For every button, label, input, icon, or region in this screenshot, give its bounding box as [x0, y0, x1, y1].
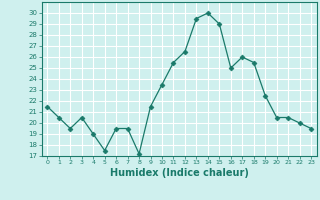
- X-axis label: Humidex (Indice chaleur): Humidex (Indice chaleur): [110, 168, 249, 178]
